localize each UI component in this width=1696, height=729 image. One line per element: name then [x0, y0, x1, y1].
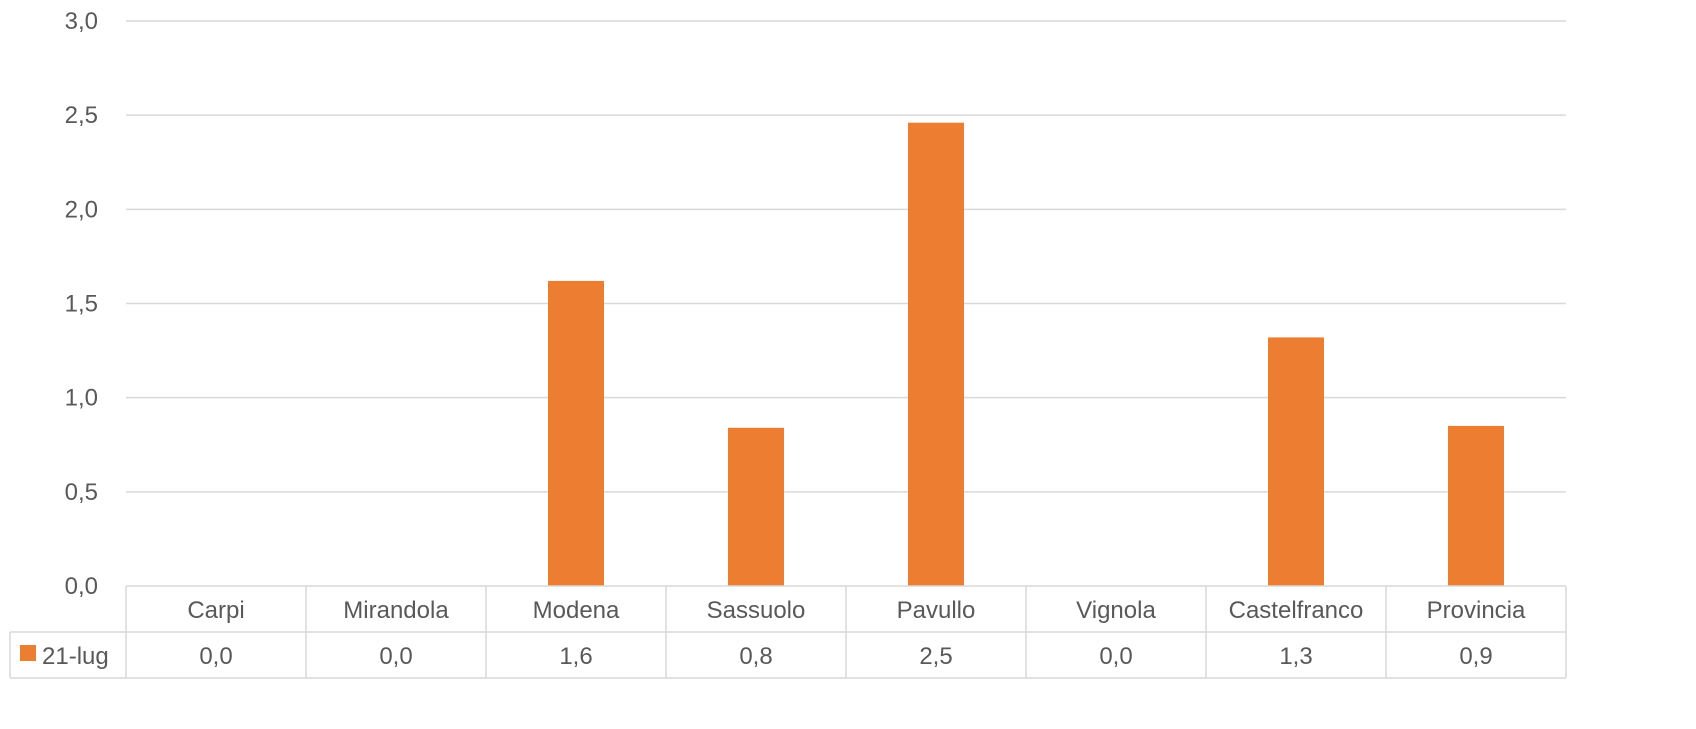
category-label: Sassuolo [707, 597, 806, 624]
bar-provincia [1448, 425, 1504, 586]
table-value: 0,0 [199, 643, 232, 670]
bar-modena [548, 280, 604, 586]
data-table: Carpi 0,0 Mirandola 0,0 Modena 1,6 Sassuolo 0,8… [9, 585, 1567, 679]
category-label: Mirandola [343, 597, 449, 624]
table-value: 2,5 [919, 643, 952, 670]
legend-label: 21-lug [42, 643, 109, 670]
y-tick-label: 3,0 [65, 8, 98, 35]
y-tick-label: 2,5 [65, 102, 98, 129]
y-tick-label: 0,5 [65, 479, 98, 506]
table-value: 0,0 [1099, 643, 1132, 670]
category-label: Provincia [1427, 597, 1526, 624]
bar-sassuolo [728, 427, 784, 586]
table-value: 1,3 [1279, 643, 1312, 670]
bars [548, 122, 1504, 586]
bar-pavullo [908, 122, 964, 586]
y-tick-label: 1,0 [65, 385, 98, 412]
y-tick-label: 1,5 [65, 291, 98, 318]
category-label: Castelfranco [1229, 597, 1364, 624]
y-axis-ticks: 0,0 0,5 1,0 1,5 2,0 2,5 3,0 [65, 8, 98, 600]
table-value: 0,8 [739, 643, 772, 670]
category-label: Carpi [187, 597, 244, 624]
y-tick-label: 0,0 [65, 573, 98, 600]
table-value: 1,6 [559, 643, 592, 670]
category-label: Modena [533, 597, 620, 624]
table-value: 0,9 [1459, 643, 1492, 670]
gridlines [126, 20, 1566, 493]
y-tick-label: 2,0 [65, 196, 98, 223]
category-label: Vignola [1076, 597, 1156, 624]
legend-swatch [20, 645, 36, 661]
table-value: 0,0 [379, 643, 412, 670]
category-label: Pavullo [897, 597, 976, 624]
bar-castelfranco [1268, 337, 1324, 586]
